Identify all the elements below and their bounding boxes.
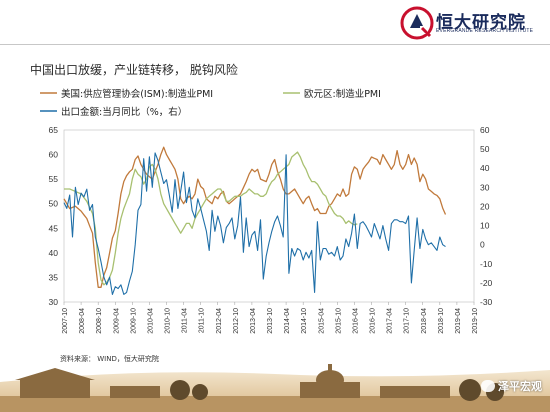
right-tick-label: 50: [480, 144, 490, 154]
x-tick-label: 2014-04: [284, 308, 291, 334]
x-tick-label: 2019-10: [472, 308, 479, 334]
right-tick-label: 30: [480, 182, 490, 192]
left-tick-label: 35: [49, 272, 59, 282]
euro-series-line: [64, 151, 358, 286]
watermark-text: 泽平宏观: [498, 380, 542, 393]
x-tick-label: 2013-04: [250, 308, 257, 334]
x-tick-label: 2012-10: [233, 308, 240, 334]
logo: 恒大研究院 EVERGRANDE RESEARCH INSTITUTE: [400, 6, 540, 40]
source-note: 资料来源： WIND，恒大研究院: [60, 355, 159, 363]
x-tick-label: 2010-10: [165, 308, 172, 334]
logo-text: 恒大研究院: [436, 13, 526, 33]
left-tick-label: 40: [49, 248, 59, 258]
watermark: 泽平宏观: [481, 378, 542, 394]
x-tick-label: 2011-04: [182, 308, 189, 333]
left-tick-label: 55: [49, 174, 59, 184]
right-tick-label: 0: [480, 240, 485, 250]
right-tick-label: 60: [480, 125, 490, 135]
slide-title: 中国出口放缓，产业链转移， 脱钩风险: [30, 63, 238, 77]
right-tick-label: -20: [480, 278, 493, 288]
x-tick-label: 2019-04: [455, 308, 462, 334]
pmi-export-chart: 30 35 40 45 50 55 60 65 -30 -20 -10 0 10 20 30 40 50 60 20…: [40, 88, 493, 334]
x-tick-label: 2018-10: [438, 308, 445, 334]
right-tick-label: -30: [480, 297, 493, 307]
x-tick-label: 2009-04: [113, 308, 120, 334]
legend-label: 欧元区:制造业PMI: [304, 88, 381, 100]
header-divider: [0, 44, 550, 45]
footer-banner: [0, 362, 550, 412]
left-tick-label: 45: [49, 223, 59, 233]
legend-label: 出口金额:当月同比（%，右）: [61, 106, 187, 118]
legend-label: 美国:供应管理协会(ISM):制造业PMI: [61, 88, 213, 100]
x-tick-label: 2007-10: [62, 308, 69, 334]
wechat-icon: [481, 380, 495, 392]
x-tick-label: 2016-10: [370, 308, 377, 334]
left-tick-label: 65: [49, 125, 59, 135]
x-tick-label: 2018-04: [421, 308, 428, 334]
ism-series-line: [63, 146, 447, 288]
x-tick-label: 2014-10: [301, 308, 308, 334]
x-tick-label: 2012-04: [216, 308, 223, 334]
right-tick-label: 40: [480, 163, 490, 173]
left-tick-label: 30: [49, 297, 59, 307]
logo-subtitle: EVERGRANDE RESEARCH INSTITUTE: [436, 28, 534, 34]
x-tick-label: 2011-10: [199, 308, 206, 333]
x-tick-label: 2010-04: [147, 308, 154, 334]
right-tick-label: 10: [480, 221, 490, 231]
x-tick-label: 2013-10: [267, 308, 274, 334]
right-tick-label: -10: [480, 259, 493, 269]
logo-emblem-icon: [400, 6, 434, 40]
x-tick-label: 2008-10: [96, 308, 103, 334]
x-tick-label: 2009-10: [130, 308, 137, 334]
right-tick-label: 20: [480, 201, 490, 211]
left-tick-label: 50: [49, 199, 59, 209]
x-tick-label: 2016-04: [352, 308, 359, 334]
x-tick-label: 2015-10: [335, 308, 342, 334]
x-tick-label: 2017-10: [404, 308, 411, 334]
left-tick-label: 60: [49, 150, 59, 160]
x-tick-label: 2017-04: [387, 308, 394, 334]
export-series-line: [63, 152, 446, 295]
x-tick-label: 2008-04: [79, 308, 86, 334]
footer-landscape-icon: [0, 362, 550, 412]
x-tick-label: 2015-04: [318, 308, 325, 334]
